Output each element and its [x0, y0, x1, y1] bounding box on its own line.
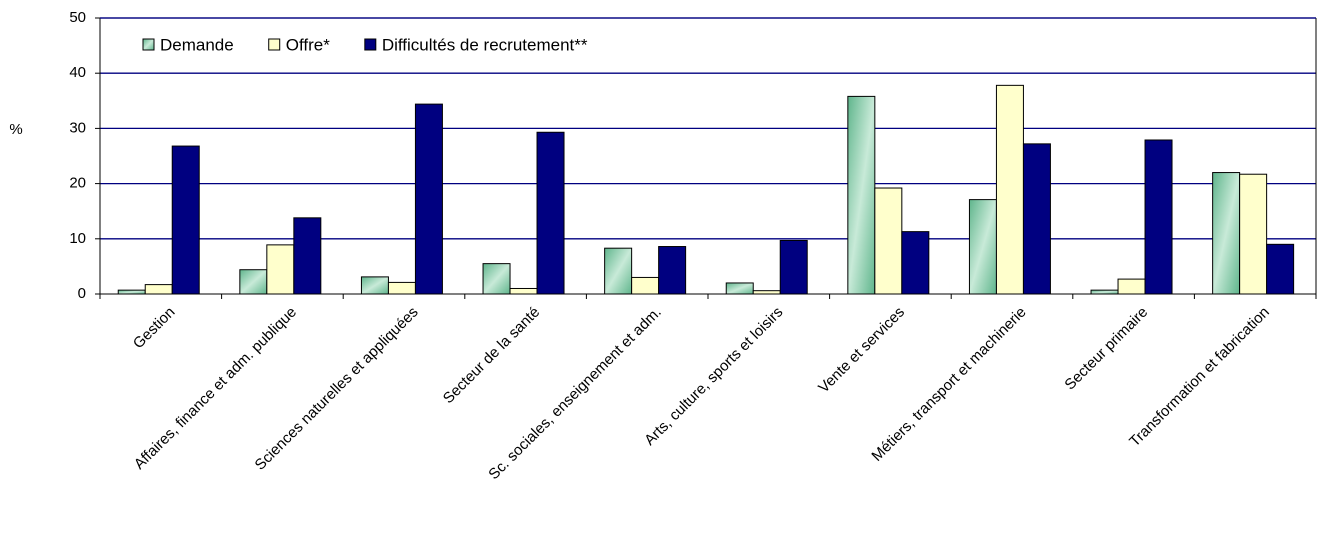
y-tick-label: 20 [69, 175, 86, 192]
y-tick-label: 0 [78, 285, 86, 302]
legend-label: Demande [160, 35, 234, 54]
bar [266, 244, 295, 295]
y-axis-label: % [9, 121, 22, 138]
bar [604, 247, 633, 295]
bar [779, 239, 808, 295]
legend-swatch [268, 38, 281, 51]
x-tick-label: Secteur primaire [1061, 304, 1151, 394]
bar [1212, 172, 1241, 295]
bar [482, 263, 511, 295]
bar [725, 282, 754, 295]
bar [117, 289, 146, 295]
legend-label: Offre* [286, 35, 330, 54]
x-tick-label: Arts, culture, sports et loisirs [641, 304, 786, 449]
bar [901, 231, 930, 295]
y-tick-label: 10 [69, 230, 86, 247]
bar [1266, 243, 1295, 295]
bar [658, 246, 687, 295]
legend-label: Difficultés de recrutement** [382, 35, 588, 54]
bar [239, 269, 268, 295]
legend-swatch [142, 38, 155, 51]
bar [171, 145, 200, 295]
bar [1239, 173, 1268, 295]
bar [360, 276, 389, 295]
bar [631, 276, 660, 295]
bar [874, 187, 903, 295]
bar [293, 217, 322, 295]
bar [144, 284, 173, 295]
bar [536, 131, 565, 295]
y-tick-label: 50 [69, 9, 86, 26]
bar [509, 287, 538, 295]
x-tick-label: Secteur de la santé [440, 304, 543, 407]
bar [995, 84, 1024, 295]
bar [1144, 139, 1173, 295]
bar [1117, 278, 1146, 295]
y-tick-label: 40 [69, 64, 86, 81]
x-tick-label: Vente et services [815, 304, 908, 397]
bar [387, 281, 416, 295]
x-tick-label: Transformation et fabrication [1126, 304, 1273, 451]
bar [1022, 143, 1051, 295]
x-tick-label: Gestion [130, 304, 179, 353]
bar [414, 103, 443, 295]
bar [847, 95, 876, 295]
y-tick-label: 30 [69, 119, 86, 136]
bar [1090, 289, 1119, 295]
bar [968, 199, 997, 295]
legend-swatch [364, 38, 377, 51]
